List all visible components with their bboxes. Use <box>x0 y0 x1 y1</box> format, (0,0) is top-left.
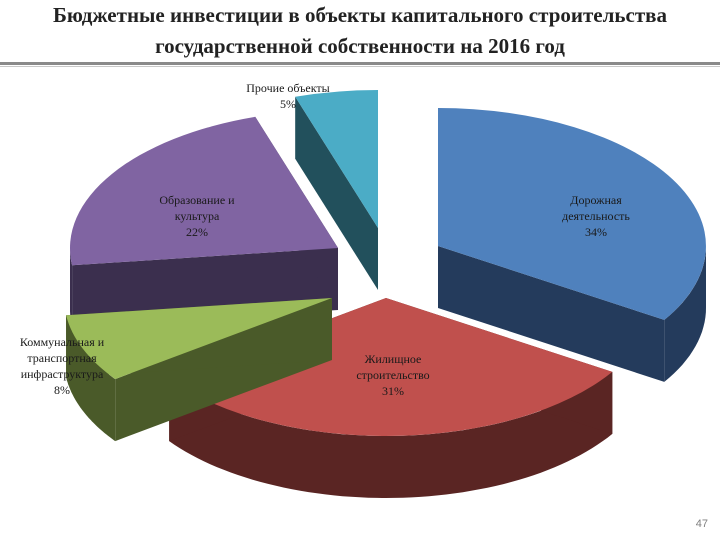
slice-2-top <box>169 298 613 436</box>
slice-label-5-line-1: Прочие объекты <box>246 81 329 95</box>
slice-label-5-line-2: 5% <box>280 97 296 111</box>
slice-label-3-line-2: транспортная <box>27 351 97 365</box>
slice-1-cut-face-2 <box>438 246 665 382</box>
slice-label-3: Коммунальная и транспортная инфраструктура… <box>20 335 105 397</box>
slice-label-2-line-1: Жилищное <box>365 352 422 366</box>
slice-label-1-line-1: Дорожная <box>570 193 622 207</box>
slice-2-outer-side-1 <box>169 371 613 498</box>
slice-label-2-line-2: строительство <box>356 368 429 382</box>
slice-3-top <box>66 298 332 380</box>
title-divider <box>0 62 720 65</box>
title-divider-thin <box>0 66 720 67</box>
slice-1-top <box>438 108 706 320</box>
title-line-2: государственной собственности на 2016 го… <box>155 34 565 58</box>
slice-label-1-line-3: 34% <box>585 225 607 239</box>
slice-4-top <box>69 116 339 266</box>
slice-1-outer-side-1 <box>664 245 706 382</box>
slice-label-1: Дорожная деятельность 34% <box>562 193 630 239</box>
slice-label-4-line-3: 22% <box>186 225 208 239</box>
slice-5-cut-face-1 <box>295 96 378 290</box>
page-number: 47 <box>695 518 708 530</box>
slice-label-4-line-2: культура <box>175 209 220 223</box>
slice-label-3-line-3: инфраструктура <box>21 367 104 381</box>
slice-label-1-line-2: деятельность <box>562 209 630 223</box>
title-line-1: Бюджетные инвестиции в объекты капитальн… <box>53 3 667 27</box>
slice-label-5: Прочие объекты 5% <box>246 81 329 111</box>
slice-4-outer-side-1 <box>70 246 73 328</box>
slice-label-2-line-3: 31% <box>382 384 404 398</box>
slice-label-4-line-1: Образование и <box>159 193 235 207</box>
slice-label-4: Образование и культура 22% <box>159 193 235 239</box>
slice-label-2: Жилищное строительство 31% <box>356 352 429 398</box>
page-title: Бюджетные инвестиции в объекты капитальн… <box>0 0 720 62</box>
slice-label-3-line-4: 8% <box>54 383 70 397</box>
slice-5-top <box>295 90 378 228</box>
slice-label-3-line-1: Коммунальная и <box>20 335 105 349</box>
